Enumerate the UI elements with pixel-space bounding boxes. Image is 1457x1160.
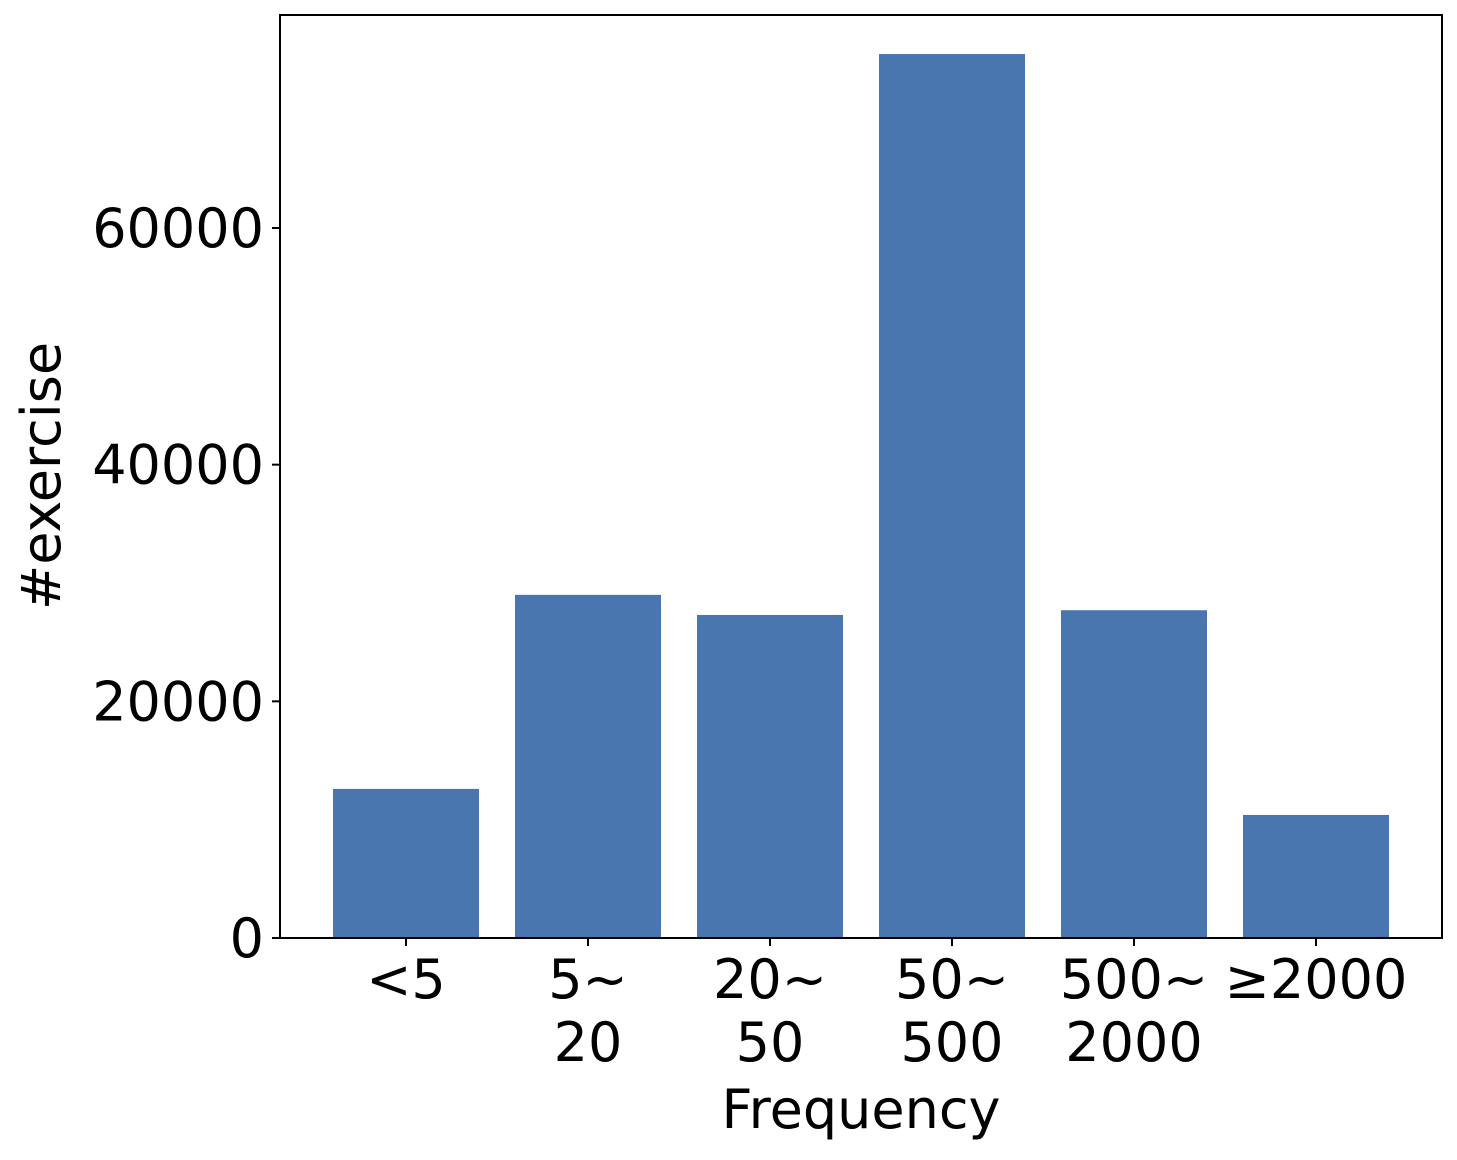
y-tick-label: 40000 bbox=[92, 434, 264, 497]
x-tick-label: 500~ 2000 bbox=[1060, 948, 1208, 1074]
y-axis-title: #exercise bbox=[10, 342, 73, 610]
bar bbox=[697, 614, 843, 938]
plot-frame bbox=[279, 14, 1443, 939]
bar bbox=[515, 594, 661, 938]
x-axis-ticks: <5 5~ 20 20~ 50 50~ 500 500~ 2000 ≥2000 bbox=[366, 938, 1407, 1074]
x-tick-label: <5 bbox=[366, 948, 446, 1011]
x-axis-title: Frequency bbox=[722, 1078, 1001, 1141]
bar bbox=[1243, 814, 1389, 938]
x-tick-label: 20~ 50 bbox=[713, 948, 827, 1074]
bar bbox=[1061, 610, 1207, 938]
x-tick-label: 5~ 20 bbox=[548, 948, 628, 1074]
y-tick-label: 60000 bbox=[92, 197, 264, 260]
bars-group bbox=[333, 54, 1389, 939]
bar bbox=[879, 54, 1025, 939]
y-axis-ticks: 0 20000 40000 60000 bbox=[92, 197, 280, 970]
y-tick-label: 0 bbox=[230, 907, 264, 970]
y-tick-label: 20000 bbox=[92, 670, 264, 733]
x-tick-label: ≥2000 bbox=[1225, 948, 1408, 1011]
bar bbox=[333, 788, 479, 938]
x-tick-label: 50~ 500 bbox=[895, 948, 1009, 1074]
